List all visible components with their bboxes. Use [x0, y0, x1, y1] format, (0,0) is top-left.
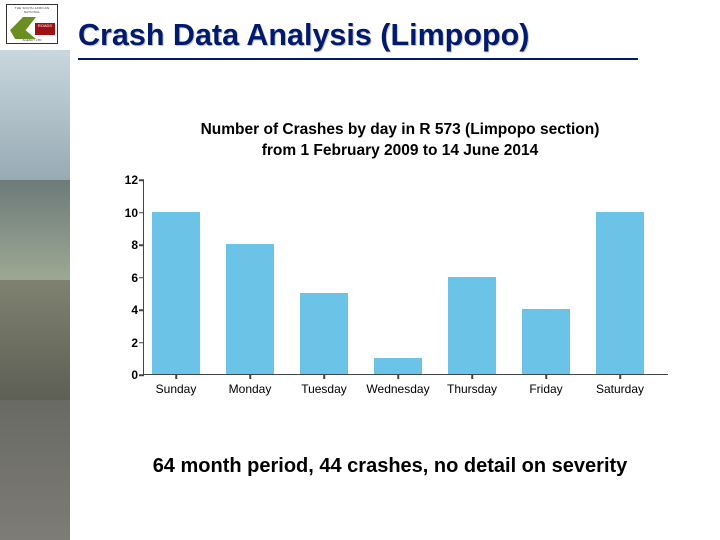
title-underline [78, 58, 638, 60]
logo-top-text: THE SOUTH AFRICAN NATIONAL [7, 6, 57, 14]
x-category-label: Friday [529, 374, 562, 396]
roads-agency-logo: THE SOUTH AFRICAN NATIONAL ROADS AGENCY … [6, 4, 58, 44]
bar [448, 277, 496, 375]
x-category-label: Monday [229, 374, 272, 396]
y-tick-mark [139, 212, 144, 214]
logo-brand: ROADS [35, 23, 55, 35]
logo-swoosh-icon [10, 17, 36, 39]
slide: THE SOUTH AFRICAN NATIONAL ROADS AGENCY … [0, 0, 720, 540]
y-tick-mark [139, 309, 144, 311]
x-category-label: Tuesday [301, 374, 347, 396]
chart-title: Number of Crashes by day in R 573 (Limpo… [120, 120, 680, 162]
bar [522, 309, 570, 374]
plot-area: 024681012SundayMondayTuesdayWednesdayThu… [143, 180, 668, 375]
x-category-label: Saturday [596, 374, 644, 396]
bar [226, 244, 274, 374]
footer-note: 64 month period, 44 crashes, no detail o… [120, 454, 660, 479]
bar [152, 212, 200, 375]
bar [374, 358, 422, 374]
chart-title-line1: Number of Crashes by day in R 573 (Limpo… [201, 121, 600, 138]
bar [596, 212, 644, 375]
y-tick-mark [139, 179, 144, 181]
y-tick-mark [139, 277, 144, 279]
x-category-label: Wednesday [366, 374, 429, 396]
chart-title-line2: from 1 February 2009 to 14 June 2014 [262, 142, 539, 159]
bar [300, 293, 348, 374]
x-category-label: Thursday [447, 374, 497, 396]
logo-sub: AGENCY LTD [7, 38, 57, 42]
page-title: Crash Data Analysis (Limpopo) [78, 18, 698, 53]
y-tick-mark [139, 374, 144, 376]
bar-chart: Number of Crashes 024681012SundayMondayT… [95, 170, 680, 410]
y-tick-mark [139, 342, 144, 344]
y-tick-mark [139, 244, 144, 246]
left-photo-strip [0, 0, 70, 540]
x-category-label: Sunday [156, 374, 197, 396]
